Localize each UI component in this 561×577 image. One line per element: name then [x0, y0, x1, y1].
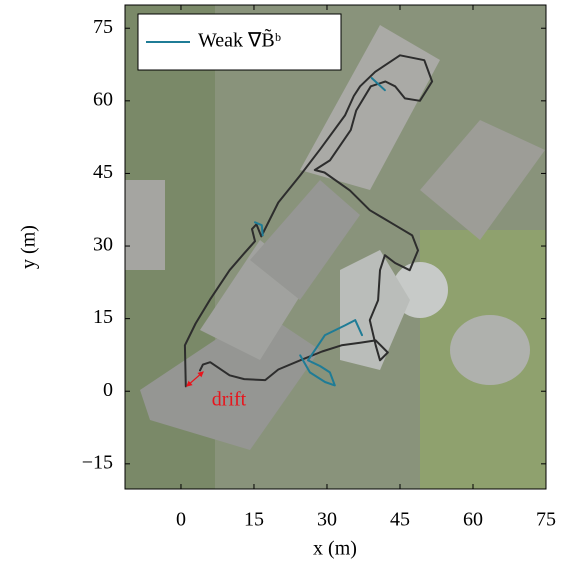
x-tick-label: 75 — [536, 509, 556, 531]
x-tick-label: 15 — [244, 509, 264, 531]
y-tick-label: 60 — [93, 88, 113, 110]
y-tick-label: −15 — [82, 451, 113, 473]
legend-label: Weak ∇B̃ᵇ — [198, 28, 281, 52]
y-tick-label: 30 — [93, 234, 113, 256]
drift-arrow — [186, 371, 204, 387]
marks — [183, 54, 434, 388]
x-tick-label: 0 — [176, 509, 186, 531]
x-tick-label: 30 — [317, 509, 337, 531]
trajectory — [183, 54, 434, 388]
y-tick-label: 15 — [93, 306, 113, 328]
plot-frame — [124, 4, 547, 490]
trajectory — [254, 77, 386, 387]
legend: Weak ∇B̃ᵇ — [137, 13, 342, 71]
y-tick-label: 0 — [103, 379, 113, 401]
x-tick-label: 45 — [390, 509, 410, 531]
x-tick-label: 60 — [463, 509, 483, 531]
x-axis-label: x (m) — [313, 538, 357, 560]
y-tick-label: 45 — [93, 161, 113, 183]
aerial-background — [125, 5, 546, 489]
annotation: drift — [212, 389, 247, 411]
y-tick-label: 75 — [93, 16, 113, 38]
y-axis-label: y (m) — [18, 225, 40, 269]
